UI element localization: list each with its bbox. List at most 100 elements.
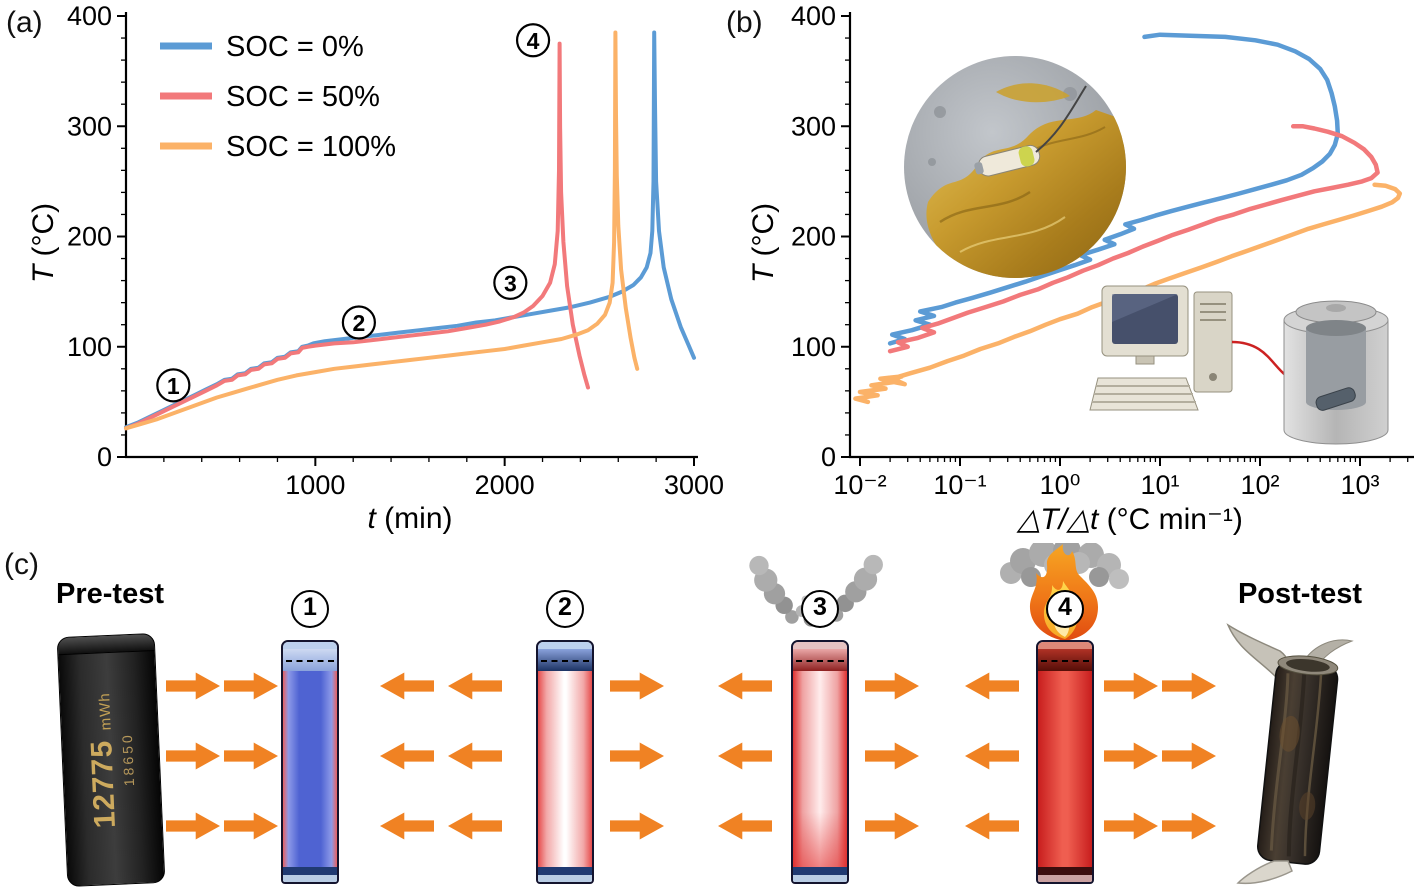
chart-b-xlabel-var: △T/△t: [1017, 503, 1099, 536]
chart-a-axes: 1000 2000 3000 0 100 200 300 400: [67, 1, 724, 500]
battery-cap: [538, 649, 592, 671]
panel-a-label: (a): [6, 6, 43, 39]
chart-b-series-0: [887, 32, 1341, 346]
gold-foil: [926, 110, 1126, 278]
battery-lid: [793, 642, 847, 649]
svg-text:10²: 10²: [1240, 470, 1279, 500]
post-test-battery-photo: [1226, 623, 1354, 885]
battery-cap: [793, 649, 847, 671]
test-cell-photo: [974, 144, 1041, 177]
svg-text:SOC = 0%: SOC = 0%: [226, 31, 364, 63]
annotation-number: 2: [352, 310, 365, 336]
svg-text:0: 0: [821, 442, 836, 472]
battery-band: [283, 867, 337, 875]
pre-test-label: Pre-test: [56, 578, 164, 610]
svg-text:200: 200: [67, 222, 112, 252]
battery-stage-2: [536, 640, 594, 884]
heat-arrow-right: [166, 672, 220, 700]
battery-cap: [283, 649, 337, 671]
svg-text:10⁻¹: 10⁻¹: [933, 470, 986, 500]
battery-lid: [1038, 642, 1092, 649]
battery-band: [538, 867, 592, 875]
battery-cap: [1038, 649, 1092, 671]
battery-body: [283, 671, 337, 867]
heat-arrow-right: [166, 742, 220, 770]
svg-text:SOC = 50%: SOC = 50%: [226, 81, 380, 113]
torn-casing-strip: [1236, 860, 1293, 885]
chart-a-series-0: [124, 30, 696, 430]
chart-b-xlabel-unit: (°C min⁻¹): [1098, 503, 1243, 536]
pre-test-battery-print: 12775 mWh 18650: [83, 691, 139, 829]
battery-stage-4: [1036, 640, 1094, 884]
battery-band: [793, 867, 847, 875]
annotation-number: 4: [527, 28, 540, 54]
heat-arrow-right: [166, 812, 220, 840]
chart-a-legend: SOC = 0% SOC = 50% SOC = 100%: [160, 31, 396, 163]
svg-text:2000: 2000: [475, 470, 535, 500]
heat-arrow-right: [1162, 672, 1216, 700]
svg-text:400: 400: [791, 1, 836, 31]
chart-a: 1000 2000 3000 0 100 200 300 400 SOC = 0% SOC = 5…: [67, 1, 724, 500]
svg-text:100: 100: [791, 332, 836, 362]
stage-2-column: 2: [490, 555, 640, 890]
svg-text:10¹: 10¹: [1140, 470, 1179, 500]
svg-text:10³: 10³: [1340, 470, 1379, 500]
battery-lid: [283, 642, 337, 649]
svg-text:10⁰: 10⁰: [1040, 470, 1081, 500]
chart-b-xlabel: △T/△t (°C min⁻¹): [960, 502, 1300, 537]
stage-4-column: 4: [990, 543, 1140, 890]
battery-stage-1: [281, 640, 339, 884]
heat-arrow-right: [1162, 742, 1216, 770]
panel-c-label: (c): [4, 548, 39, 581]
stage-circle-1: 1: [291, 590, 329, 628]
chart-b-ylabel-unit: (°C): [747, 202, 780, 265]
chart-a-xlabel-unit: (min): [375, 502, 453, 535]
arc-equipment-illustration-inset: [1089, 285, 1389, 445]
battery-body: [538, 671, 592, 867]
battery-base: [793, 875, 847, 882]
thermocouple-wire: [1035, 85, 1087, 153]
svg-text:SOC = 100%: SOC = 100%: [226, 131, 396, 163]
svg-text:10⁻²: 10⁻²: [833, 470, 886, 500]
arc-chamber-photo-inset: [904, 56, 1126, 278]
annotation-circle-2: [341, 305, 376, 340]
battery-lid: [538, 642, 592, 649]
post-test-label: Post-test: [1237, 578, 1363, 610]
svg-text:1000: 1000: [285, 470, 345, 500]
svg-text:0: 0: [97, 442, 112, 472]
battery-band: [1038, 867, 1092, 875]
battery-stage-3: [791, 640, 849, 884]
annotation-number: 3: [504, 270, 517, 296]
svg-text:3000: 3000: [664, 470, 724, 500]
svg-text:100: 100: [67, 332, 112, 362]
panel-b-label: (b): [726, 6, 763, 39]
annotation-number: 1: [167, 373, 180, 399]
calorimeter-chamber: [1283, 300, 1389, 445]
chart-a-series-2: [124, 30, 640, 431]
heat-arrow-left: [380, 672, 434, 700]
chart-b-series-1: [887, 124, 1380, 354]
chart-b-ylabel: T (°C): [747, 133, 781, 353]
battery-base: [283, 875, 337, 882]
svg-text:400: 400: [67, 1, 112, 31]
chart-a-xlabel: t (min): [270, 502, 550, 536]
chart-a-ylabel-var: T: [27, 264, 60, 284]
stage-3-column: 3: [745, 554, 895, 890]
heat-arrow-left: [380, 812, 434, 840]
chart-a-ylabel: T (°C): [27, 133, 61, 353]
annotation-circle-4: [515, 23, 551, 58]
battery-body: [793, 671, 847, 867]
battery-base: [538, 875, 592, 882]
stage-circle-4: 4: [1046, 590, 1084, 628]
heat-arrow-right: [1162, 812, 1216, 840]
cell-in-chamber: [1315, 387, 1356, 411]
stage-circle-3: 3: [801, 590, 839, 628]
battery-unit-text: mWh: [96, 691, 115, 731]
chart-a-series-1: [124, 41, 590, 431]
svg-text:300: 300: [67, 111, 112, 141]
stage-1-column: 1: [235, 555, 385, 890]
svg-text:300: 300: [791, 111, 836, 141]
computer-illustration: [1089, 285, 1233, 411]
chart-b-axes: 10⁻² 10⁻¹ 10⁰ 10¹ 10² 10³ 0 100 200 300 400: [791, 1, 1414, 500]
